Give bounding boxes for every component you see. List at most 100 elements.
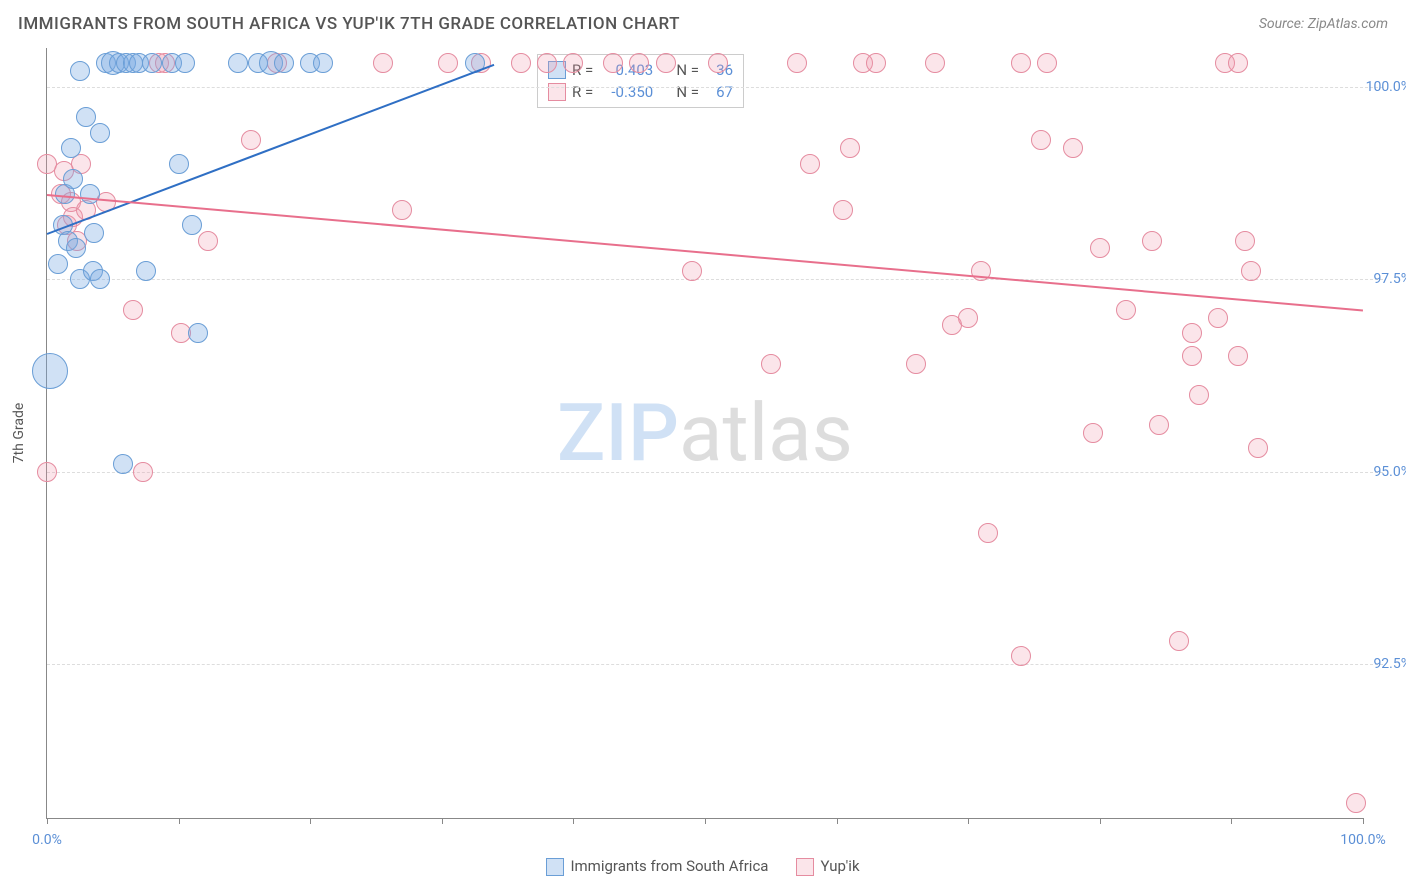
legend-item: Yup'ik	[796, 857, 859, 876]
y-tick-label: 95.0%	[1351, 464, 1406, 480]
gridline	[47, 472, 1383, 473]
pink-data-point	[1169, 631, 1189, 651]
y-tick-label: 92.5%	[1351, 656, 1406, 672]
blue-data-point	[313, 53, 333, 73]
blue-data-point	[63, 169, 83, 189]
pink-data-point	[1241, 261, 1261, 281]
pink-data-point	[1011, 53, 1031, 73]
blue-data-point	[228, 53, 248, 73]
legend-row: R = -0.350 N = 67	[548, 81, 733, 103]
blue-data-point	[136, 261, 156, 281]
pink-data-point	[511, 53, 531, 73]
blue-data-point	[175, 53, 195, 73]
pink-data-point	[563, 53, 583, 73]
legend-label: Immigrants from South Africa	[570, 857, 768, 875]
legend-n-label: N =	[676, 59, 699, 81]
trend-line	[47, 194, 1363, 311]
watermark-atlas: atlas	[679, 386, 853, 480]
pink-data-point	[708, 53, 728, 73]
blue-data-point	[113, 454, 133, 474]
pink-data-point	[1235, 231, 1255, 251]
series-legend: Immigrants from South Africa Yup'ik	[0, 857, 1406, 876]
legend-label: Yup'ik	[820, 857, 859, 875]
watermark: ZIPatlas	[557, 386, 853, 480]
pink-data-point	[133, 462, 153, 482]
pink-data-point	[1182, 323, 1202, 343]
pink-data-point	[1228, 53, 1248, 73]
legend-item: Immigrants from South Africa	[546, 857, 768, 876]
pink-data-point	[1083, 423, 1103, 443]
pink-data-point	[1182, 346, 1202, 366]
x-tick	[1231, 818, 1232, 824]
pink-data-point	[761, 354, 781, 374]
blue-data-point	[48, 254, 68, 274]
pink-data-point	[866, 53, 886, 73]
pink-data-point	[1189, 385, 1209, 405]
x-tick	[47, 818, 48, 824]
pink-data-point	[123, 300, 143, 320]
pink-data-point	[1063, 138, 1083, 158]
pink-data-point	[787, 53, 807, 73]
x-tick	[442, 818, 443, 824]
pink-data-point	[1228, 346, 1248, 366]
y-tick-label: 100.0%	[1351, 79, 1406, 95]
plot-area: 7th Grade ZIPatlas R = 0.403 N = 36R = -…	[46, 48, 1363, 819]
pink-data-point	[1090, 238, 1110, 258]
x-tick	[837, 818, 838, 824]
blue-data-point	[274, 53, 294, 73]
pink-data-point	[978, 523, 998, 543]
pink-data-point	[537, 53, 557, 73]
blue-data-point	[84, 223, 104, 243]
legend-n-value: 67	[705, 81, 733, 103]
pink-data-point	[906, 354, 926, 374]
legend-n-label: N =	[676, 81, 699, 103]
x-tick	[310, 818, 311, 824]
chart-title: IMMIGRANTS FROM SOUTH AFRICA VS YUP'IK 7…	[18, 14, 680, 34]
pink-data-point	[1208, 308, 1228, 328]
blue-data-point	[169, 154, 189, 174]
gridline	[47, 87, 1383, 88]
pink-data-point	[1037, 53, 1057, 73]
trend-line	[47, 63, 495, 234]
pink-data-point	[1116, 300, 1136, 320]
y-tick-label: 97.5%	[1351, 271, 1406, 287]
blue-data-point	[142, 53, 162, 73]
x-tick	[1100, 818, 1101, 824]
pink-data-point	[1149, 415, 1169, 435]
pink-data-point	[373, 53, 393, 73]
pink-data-point	[37, 462, 57, 482]
blue-data-point	[90, 123, 110, 143]
source-label: Source: ZipAtlas.com	[1259, 16, 1388, 32]
blue-data-point	[188, 323, 208, 343]
pink-data-point	[1142, 231, 1162, 251]
pink-data-point	[603, 53, 623, 73]
pink-data-point	[925, 53, 945, 73]
x-tick	[968, 818, 969, 824]
x-tick	[705, 818, 706, 824]
pink-data-point	[682, 261, 702, 281]
pink-data-point	[1011, 646, 1031, 666]
x-tick	[573, 818, 574, 824]
pink-data-point	[198, 231, 218, 251]
legend-r-value: -0.350	[599, 81, 653, 103]
x-tick	[179, 818, 180, 824]
blue-data-point	[90, 269, 110, 289]
pink-data-point	[241, 130, 261, 150]
legend-swatch	[796, 858, 814, 876]
pink-data-point	[438, 53, 458, 73]
gridline	[47, 279, 1383, 280]
legend-swatch	[546, 858, 564, 876]
blue-data-point	[70, 61, 90, 81]
blue-data-point	[32, 353, 68, 389]
pink-data-point	[840, 138, 860, 158]
pink-data-point	[1346, 793, 1366, 813]
y-axis-title: 7th Grade	[11, 403, 27, 464]
pink-data-point	[833, 200, 853, 220]
gridline	[47, 664, 1383, 665]
x-tick-label: 0.0%	[32, 832, 62, 848]
blue-data-point	[66, 238, 86, 258]
blue-data-point	[61, 138, 81, 158]
legend-r-label: R =	[572, 81, 593, 103]
watermark-zip: ZIP	[557, 386, 679, 480]
pink-data-point	[1031, 130, 1051, 150]
